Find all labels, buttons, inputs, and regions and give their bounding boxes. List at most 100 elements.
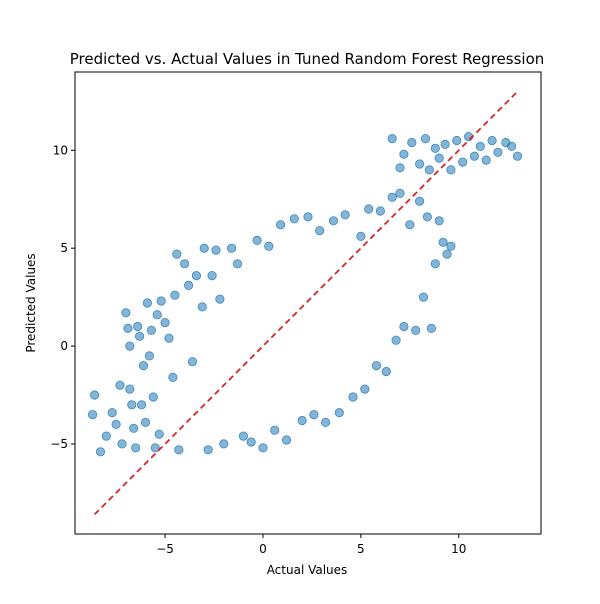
data-point xyxy=(303,212,313,222)
data-point xyxy=(430,143,440,153)
data-point xyxy=(348,392,358,402)
data-point xyxy=(387,192,397,202)
data-point xyxy=(215,294,225,304)
data-point xyxy=(340,210,350,220)
data-point xyxy=(140,417,151,427)
data-point xyxy=(252,235,262,245)
x-tick-label: 5 xyxy=(357,542,365,556)
data-point xyxy=(227,243,237,253)
data-point xyxy=(191,270,201,281)
data-point xyxy=(146,325,156,335)
data-point xyxy=(156,296,166,306)
data-point xyxy=(512,151,523,161)
data-point xyxy=(170,290,180,300)
x-axis-ticks: −5 0 5 10 xyxy=(156,534,466,556)
data-point xyxy=(328,216,339,226)
data-point xyxy=(154,429,164,439)
data-point xyxy=(180,259,190,269)
data-point xyxy=(117,439,127,449)
data-point xyxy=(135,331,145,341)
data-point xyxy=(399,321,409,332)
data-point xyxy=(125,341,135,351)
data-point xyxy=(138,360,149,371)
data-point xyxy=(391,335,401,345)
data-point xyxy=(458,157,468,167)
y-tick-label: −5 xyxy=(50,437,68,451)
data-point xyxy=(137,400,147,410)
data-point xyxy=(111,419,121,429)
data-point xyxy=(207,270,217,281)
data-point xyxy=(144,351,154,361)
data-point xyxy=(309,409,319,420)
data-point xyxy=(297,415,307,426)
data-point xyxy=(387,134,397,144)
data-point xyxy=(150,443,160,453)
data-point xyxy=(101,431,111,441)
data-point xyxy=(199,243,209,253)
data-point xyxy=(174,445,184,455)
data-point xyxy=(123,323,133,333)
data-point xyxy=(434,153,444,163)
data-point xyxy=(152,310,162,320)
data-point xyxy=(414,159,425,169)
plot-frame xyxy=(74,71,542,535)
data-point xyxy=(446,241,456,251)
data-point xyxy=(442,249,452,259)
data-point xyxy=(211,245,221,255)
data-point xyxy=(289,214,299,224)
data-point xyxy=(115,380,125,390)
data-point xyxy=(469,151,479,161)
y-axis-ticks: −5 0 5 10 xyxy=(50,143,75,451)
data-point xyxy=(320,417,331,427)
data-point xyxy=(281,435,292,445)
data-point xyxy=(334,407,344,418)
data-point xyxy=(88,409,98,420)
data-point xyxy=(95,447,106,457)
data-point xyxy=(395,163,405,173)
data-point xyxy=(148,392,158,402)
data-point xyxy=(452,135,462,146)
y-tick-label: 10 xyxy=(53,143,68,157)
y-tick-label: 5 xyxy=(60,241,68,255)
data-point xyxy=(270,425,280,435)
data-point xyxy=(127,400,137,410)
y-tick-label: 0 xyxy=(60,339,68,353)
data-point xyxy=(129,423,139,433)
data-point xyxy=(184,280,194,290)
data-point xyxy=(407,137,417,148)
x-tick-label: 0 xyxy=(259,542,267,556)
data-point xyxy=(487,135,497,146)
data-point xyxy=(203,445,213,455)
data-point xyxy=(440,139,450,149)
data-point xyxy=(264,241,274,251)
data-point xyxy=(133,321,143,332)
x-tick-label: −5 xyxy=(156,542,174,556)
data-point xyxy=(506,141,517,151)
data-point xyxy=(424,165,434,175)
data-point xyxy=(121,308,131,318)
data-point xyxy=(142,298,152,308)
points-layer xyxy=(88,132,523,457)
data-point xyxy=(258,443,268,453)
data-point xyxy=(399,149,409,159)
data-point xyxy=(356,231,366,241)
data-point xyxy=(197,302,207,312)
data-point xyxy=(481,155,491,165)
data-point xyxy=(219,439,229,449)
data-point xyxy=(430,259,440,269)
data-point xyxy=(426,323,436,333)
data-point xyxy=(360,384,370,394)
data-point xyxy=(172,249,182,259)
data-point xyxy=(375,206,385,216)
data-point xyxy=(446,165,456,175)
data-point xyxy=(475,141,485,151)
data-point xyxy=(405,220,415,230)
data-point xyxy=(125,384,135,394)
data-point xyxy=(315,226,325,236)
data-point xyxy=(395,188,405,198)
x-tick-label: 10 xyxy=(451,542,466,556)
data-point xyxy=(364,204,374,214)
data-point xyxy=(371,360,382,371)
